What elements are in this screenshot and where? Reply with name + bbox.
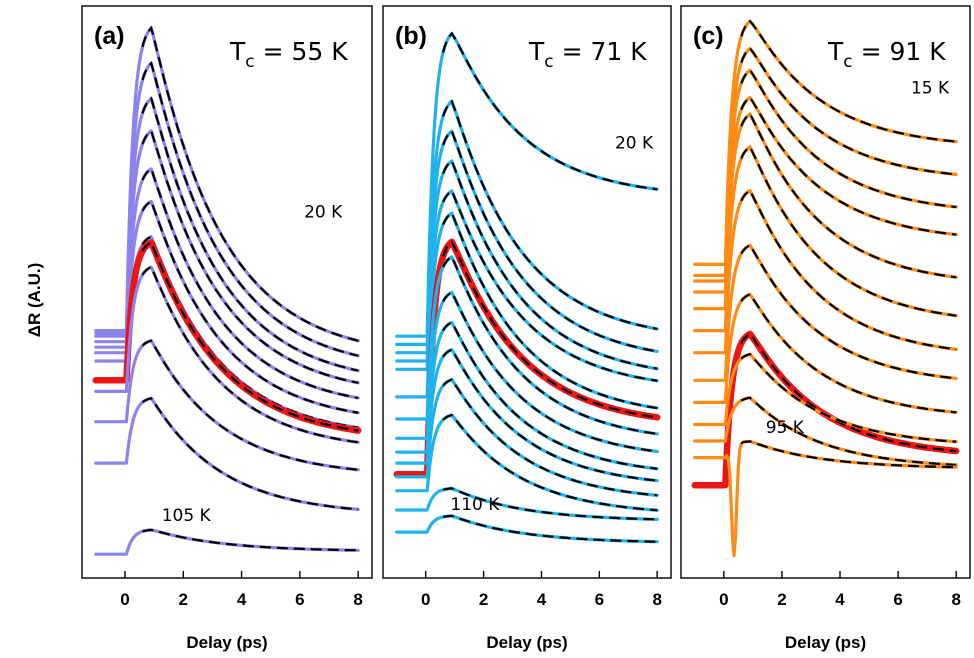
data-trace: [693, 352, 958, 444]
fit-curve: [442, 514, 658, 543]
tc-label: Tc = 71 K: [528, 37, 647, 72]
panel-b: 0 2 4 6 8 Delay (ps) (b) Tc = 71 K 20 K 110 K: [382, 5, 672, 652]
x-tick-label: 4: [537, 590, 547, 609]
panel-label: (b): [395, 22, 427, 50]
fit-curve: [442, 31, 658, 191]
temperature-label: 15 K: [911, 78, 950, 98]
x-tick-label: 6: [893, 590, 902, 609]
panel-frame: [680, 5, 971, 579]
fit-curve: [740, 145, 957, 317]
x-tick-label: 4: [835, 590, 845, 609]
fit-curve: [740, 243, 957, 380]
fit-curve: [740, 112, 957, 279]
fit-curve: [740, 396, 957, 466]
temperature-label: 110 K: [450, 495, 500, 515]
fit-curve: [442, 255, 658, 435]
fit-curve: [442, 240, 658, 419]
x-tick-label: 0: [421, 590, 430, 609]
panels: 0 2 4 6 8 Delay (ps) (a) Tc = 55 K 20 K 105 K 0 2 4 6…: [81, 5, 971, 652]
x-axis-label: Delay (ps): [785, 633, 866, 652]
fit-curve: [142, 528, 359, 552]
fit-curve: [740, 95, 957, 236]
fit-curve: [442, 413, 658, 512]
fit-curve: [442, 99, 658, 330]
temperature-label: 20 K: [615, 133, 654, 153]
panel-frame: [382, 5, 672, 579]
fit-curve: [740, 332, 957, 453]
fit-curve: [442, 348, 658, 482]
panel-label: (a): [94, 22, 125, 50]
tc-label: Tc = 55 K: [229, 37, 348, 72]
fit-curve: [442, 320, 658, 470]
fit-curve: [442, 129, 658, 353]
x-tick-label: 6: [295, 590, 304, 609]
fit-curve: [141, 128, 359, 384]
fit-curve: [740, 189, 957, 351]
data-trace: [693, 112, 958, 311]
tc-label: Tc = 91 K: [827, 37, 946, 72]
x-axis-label: Delay (ps): [486, 633, 567, 652]
fit-curve: [442, 378, 658, 497]
x-tick-label: 4: [237, 590, 247, 609]
fit-curve: [141, 265, 359, 444]
data-trace: [395, 189, 659, 383]
x-tick-label: 8: [951, 590, 960, 609]
x-tick-label: 0: [719, 590, 728, 609]
data-trace: [395, 486, 659, 521]
data-trace: [395, 31, 659, 338]
data-trace: [94, 61, 360, 358]
panel-label: (c): [693, 22, 724, 50]
fit-curve: [740, 292, 957, 414]
fit-curve: [740, 68, 957, 209]
x-axis-label: Delay (ps): [186, 633, 267, 652]
temperature-label: 95 K: [766, 418, 805, 438]
fit-curve: [141, 339, 359, 471]
data-trace: [395, 514, 659, 544]
data-trace: [94, 528, 360, 556]
panel-c: 0 2 4 6 8 Delay (ps) (c) Tc = 91 K 15 K 95 K: [680, 5, 971, 652]
data-trace: [94, 26, 360, 343]
x-tick-label: 2: [479, 590, 488, 609]
data-trace: [395, 320, 659, 471]
panel-frame: [81, 5, 373, 579]
x-tick-label: 8: [353, 590, 362, 609]
temperature-label: 20 K: [304, 202, 343, 222]
fit-curve: [141, 199, 359, 414]
fit-curve: [740, 352, 957, 443]
fit-curve: [141, 397, 359, 511]
fit-curve: [141, 167, 359, 399]
fit-curve: [442, 189, 658, 382]
fit-curve: [141, 240, 359, 432]
temperature-label: 105 K: [162, 506, 212, 526]
fit-curve: [141, 96, 359, 372]
fit-curve: [740, 19, 957, 143]
x-tick-label: 0: [120, 590, 129, 609]
fit-curve: [740, 440, 957, 469]
x-tick-label: 2: [777, 590, 786, 609]
y-axis-label: ΔR (A.U.): [25, 263, 44, 338]
fit-curve: [442, 487, 658, 521]
panel-a: 0 2 4 6 8 Delay (ps) (a) Tc = 55 K 20 K 105 K: [81, 5, 373, 652]
x-tick-label: 2: [179, 590, 188, 609]
fit-curve: [141, 25, 359, 342]
fit-curve: [442, 290, 658, 453]
x-tick-label: 6: [595, 590, 604, 609]
fit-curve: [442, 211, 658, 410]
fit-curve: [141, 61, 359, 357]
fit-curve: [740, 46, 957, 176]
x-tick-label: 8: [652, 590, 661, 609]
data-trace: [94, 396, 360, 511]
fit-curve: [442, 159, 658, 370]
